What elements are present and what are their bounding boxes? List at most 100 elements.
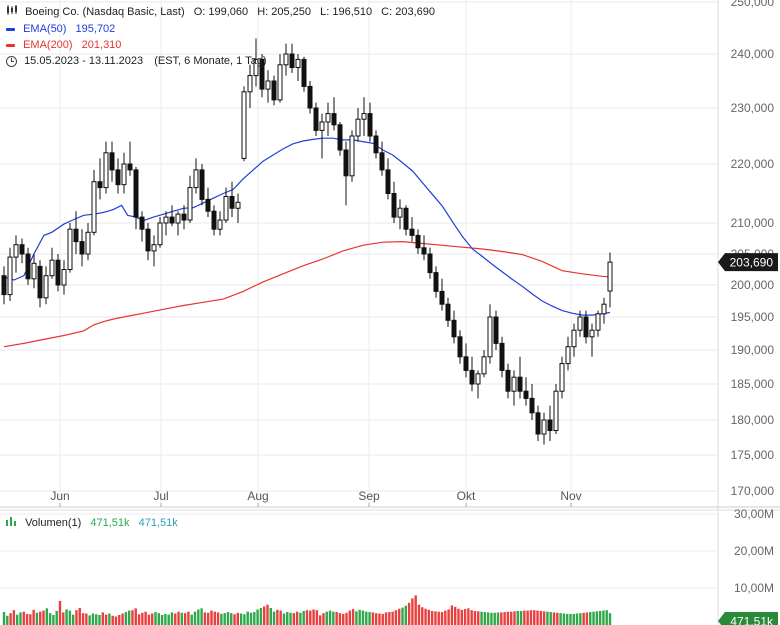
candle-up <box>559 363 565 392</box>
candle-down <box>421 247 427 255</box>
volume-bar <box>401 607 404 625</box>
volume-bar <box>582 612 585 625</box>
candle-up <box>595 313 601 331</box>
volume-bar <box>12 610 16 625</box>
candle-up <box>589 329 595 338</box>
volume-bar <box>457 608 460 625</box>
volume-bar <box>592 611 595 625</box>
volume-bar <box>236 612 240 625</box>
volume-bar <box>121 613 124 625</box>
date-tick-label: Jul <box>153 489 168 503</box>
value-tags: 203,690 471,51k <box>718 253 778 625</box>
volume-bar <box>523 610 526 625</box>
volume-bar <box>223 613 226 625</box>
candle-up <box>67 228 73 270</box>
volume-bar <box>338 613 342 625</box>
candle-down <box>499 342 505 371</box>
period-range: 15.05.2023 - 13.11.2023 <box>24 55 144 67</box>
legend-title-row: Boeing Co. (Nasdaq Basic, Last) O: 199,0… <box>6 5 435 19</box>
volume-bar <box>42 610 45 625</box>
volume-bar <box>378 613 381 625</box>
volume-bar <box>302 610 305 625</box>
last-price-tag <box>718 253 778 272</box>
candle-down <box>445 303 451 321</box>
volume-bar <box>101 612 105 625</box>
volume-bar <box>253 612 256 625</box>
volume-bar <box>71 614 75 625</box>
volume-bar <box>312 609 315 625</box>
price-tick-label: 240,000 <box>731 47 775 61</box>
date-tick-label: Sep <box>358 489 380 503</box>
candle-down <box>433 272 439 292</box>
price-tick-label: 195,000 <box>731 310 775 324</box>
volume-bar <box>292 613 296 625</box>
candle-down <box>259 58 265 90</box>
candle-down <box>493 316 499 344</box>
volume-bar <box>200 608 203 625</box>
candle-up <box>361 113 367 120</box>
volume-bar <box>177 611 180 625</box>
ema50-path <box>3 137 611 316</box>
candle-down <box>133 169 139 218</box>
volume-tick-label: 20,00M <box>734 544 774 558</box>
volume-bar <box>500 612 503 625</box>
volume-bar <box>174 613 177 625</box>
volume-bar <box>262 606 266 625</box>
volume-bar <box>546 611 549 625</box>
volume-bar <box>368 612 371 625</box>
candle-down <box>19 244 25 255</box>
candle-down <box>109 152 115 171</box>
volume-bar <box>256 609 259 625</box>
price-axis: 170,000 175,000 180,000 185,000 190,000 195,0… <box>731 0 775 498</box>
candle-up <box>565 346 571 365</box>
volume-bar <box>190 614 193 625</box>
volume-bar <box>134 608 137 625</box>
candle-down <box>229 195 235 209</box>
volume-bar <box>470 610 473 625</box>
low-value: L: 196,510 <box>320 6 373 18</box>
candle-down <box>205 198 211 212</box>
volume-bar <box>342 613 345 625</box>
candle-up <box>121 163 127 186</box>
volume-bar <box>151 613 154 625</box>
volume-bar <box>480 611 483 625</box>
candle-up <box>91 181 97 233</box>
volume-bar <box>421 607 424 625</box>
volume-bar <box>411 598 414 625</box>
volume-bar <box>48 613 52 625</box>
price-tick-label: 250,000 <box>731 0 775 9</box>
ema200-path <box>3 240 611 348</box>
volume-bar <box>332 611 335 625</box>
candle-up <box>607 261 613 292</box>
volume-bar <box>32 609 35 625</box>
volume-bar <box>282 613 286 625</box>
volume-bar <box>29 614 32 625</box>
volume-bar <box>95 614 98 625</box>
volume-bar <box>477 611 480 625</box>
price-tick-label: 200,000 <box>731 278 775 292</box>
candle-up <box>319 121 325 131</box>
candle-down <box>463 356 469 371</box>
volume-bar <box>427 609 431 625</box>
candle-down <box>523 390 529 399</box>
volume-bar <box>556 612 559 625</box>
volume-bar <box>226 612 230 625</box>
volume-bars-icon <box>6 516 18 530</box>
candle-down <box>145 228 151 252</box>
candle-down <box>439 290 445 305</box>
volume-bar <box>424 608 427 625</box>
volume-bar <box>467 608 470 625</box>
candle-down <box>379 152 385 171</box>
date-tick-label: Okt <box>457 489 476 503</box>
volume-bar <box>493 612 496 625</box>
volume-bar <box>355 611 358 625</box>
candle-down <box>79 241 85 255</box>
candle-up <box>283 53 289 66</box>
volume-bar <box>68 610 72 625</box>
candle-down <box>469 369 475 385</box>
candle-up <box>295 58 301 69</box>
volume-bar <box>394 610 398 625</box>
volume-bar <box>160 615 164 625</box>
candlesticks <box>1 38 613 445</box>
volume-bar <box>519 610 523 625</box>
